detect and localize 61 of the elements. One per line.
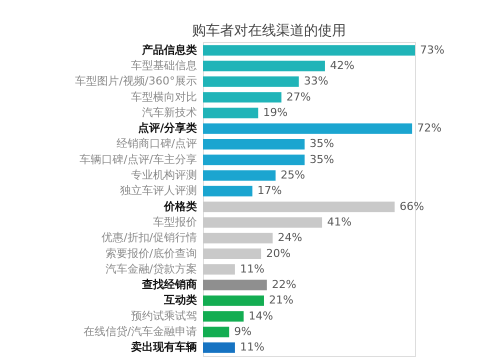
y-tick-label: 经销商口碑/点评 (116, 137, 197, 150)
data-label: 11% (240, 262, 264, 276)
y-tick-label: 预约试乘试驾 (131, 309, 197, 322)
bar (203, 154, 305, 166)
y-tick-label: 优惠/折扣/促销行情 (102, 231, 197, 244)
y-tick-label: 车型图片/视频/360°展示 (75, 74, 197, 88)
y-tick-label: 在线信贷/汽车金融申请 (83, 324, 197, 338)
y-tick-label: 产品信息类 (141, 43, 197, 56)
data-label: 66% (400, 200, 424, 213)
data-label: 41% (327, 215, 352, 228)
bar (203, 295, 264, 306)
data-label: 27% (286, 90, 311, 104)
y-tick-label: 点评/分享类 (138, 122, 197, 135)
bar (203, 202, 395, 212)
bar (203, 186, 252, 196)
bar (203, 139, 305, 150)
data-label: 33% (304, 74, 328, 88)
bar (203, 92, 282, 103)
bar (203, 60, 325, 72)
bar (203, 311, 244, 322)
bar (203, 217, 322, 228)
data-label: 22% (272, 278, 296, 292)
y-tick-label: 卖出现有车辆 (131, 340, 197, 354)
bar (203, 342, 235, 353)
bar (203, 280, 267, 290)
bar (203, 45, 415, 56)
data-label: 9% (234, 324, 252, 338)
chart-title: 购车者对在线渠道的使用 (192, 23, 346, 39)
y-tick-label: 车型基础信息 (131, 59, 197, 72)
y-tick-label: 价格类 (163, 200, 197, 213)
y-tick-label: 查找经销商 (141, 278, 197, 292)
data-label: 21% (268, 294, 294, 307)
data-label: 24% (278, 231, 302, 244)
y-tick-label: 车辆口碑/点评/车主分享 (80, 152, 197, 166)
bar (203, 248, 262, 259)
data-label: 42% (330, 59, 354, 72)
y-tick-label: 索要报价/底价查询 (105, 246, 197, 260)
bar (203, 108, 258, 118)
data-label: 35% (310, 137, 334, 150)
bar (203, 76, 299, 87)
y-tick-label: 汽车新技术 (142, 106, 197, 119)
data-label: 20% (266, 246, 291, 260)
data-label: 14% (248, 309, 274, 322)
data-label: 11% (240, 340, 264, 354)
bar (203, 264, 235, 275)
y-tick-label: 车型横向对比 (131, 90, 197, 104)
data-label: 25% (280, 168, 306, 182)
data-label: 19% (263, 106, 288, 119)
data-label: 35% (310, 152, 334, 166)
data-label: 72% (417, 122, 442, 135)
y-tick-label: 车型报价 (153, 215, 197, 228)
data-label: 73% (420, 43, 444, 56)
bar (203, 326, 230, 338)
y-tick-label: 专业机构评测 (131, 168, 197, 182)
bar (203, 170, 276, 181)
y-tick-label: 汽车金融/贷款方案 (105, 262, 197, 276)
bar (203, 232, 273, 244)
data-label: 17% (257, 184, 282, 198)
bar (203, 123, 412, 134)
y-tick-label: 互动类 (163, 294, 197, 307)
y-tick-label: 独立车评人评测 (120, 184, 197, 198)
